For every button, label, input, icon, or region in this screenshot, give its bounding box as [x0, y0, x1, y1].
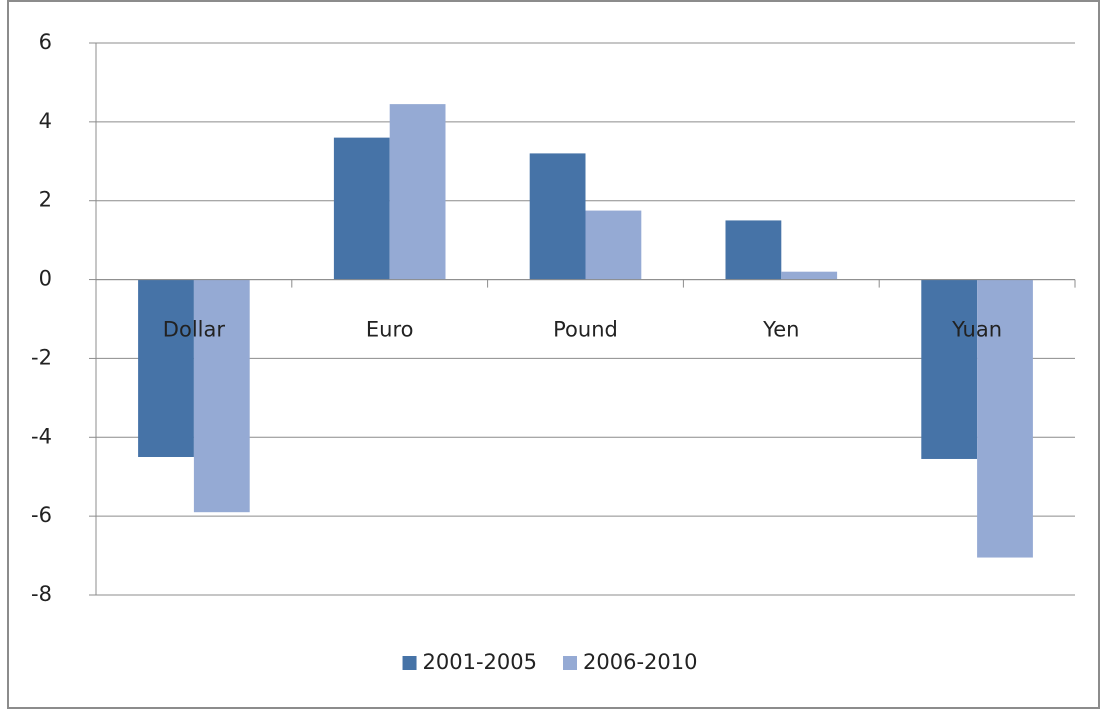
y-tick-label: 6 [39, 30, 52, 54]
bar [333, 137, 390, 280]
bar [138, 279, 194, 457]
legend-label: 2006-2010 [583, 650, 697, 674]
bar [725, 220, 782, 280]
y-tick-label: 2 [39, 188, 52, 212]
y-tick-label: -4 [31, 424, 52, 448]
x-tick-label: Yuan [951, 318, 1002, 342]
y-tick-label: 0 [39, 267, 52, 291]
bar [977, 279, 1033, 558]
x-tick-label: Dollar [163, 318, 226, 342]
bar [389, 104, 446, 280]
bar [781, 271, 838, 280]
y-tick-label: -2 [31, 345, 52, 369]
bar [585, 210, 642, 280]
bar [529, 153, 586, 280]
x-tick-label: Pound [553, 318, 618, 342]
x-tick-label: Yen [762, 318, 799, 342]
y-tick-label: -6 [31, 503, 52, 527]
legend-swatch [563, 656, 577, 670]
y-tick-label: -8 [31, 582, 52, 606]
bar [921, 279, 978, 459]
legend-label: 2001-2005 [423, 650, 537, 674]
legend-swatch [402, 656, 417, 670]
bar [193, 279, 250, 513]
x-tick-label: Euro [366, 318, 414, 342]
y-tick-label: 4 [39, 109, 52, 133]
